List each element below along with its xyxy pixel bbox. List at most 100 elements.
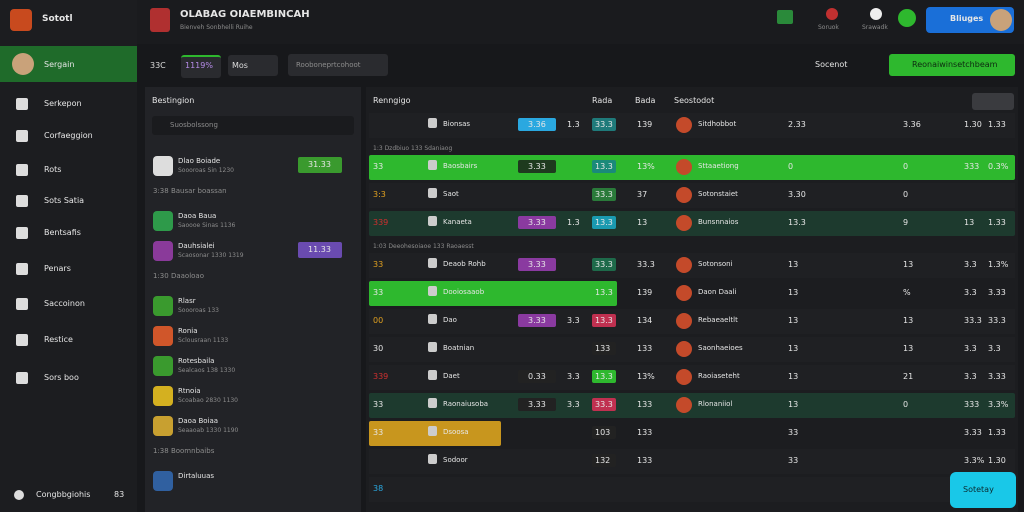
odds-pill[interactable]	[518, 258, 556, 271]
cell-v3: 0	[903, 400, 909, 409]
odds-label[interactable]: 3.33	[528, 316, 546, 325]
item-sub: Scoabao 2830 1130	[178, 397, 238, 404]
cell-lead: 33	[373, 288, 384, 297]
header-subtitle: Bienveh Sonbhelli Ruihe	[180, 24, 253, 31]
cell-team: Daet	[443, 372, 460, 380]
item-name[interactable]: Rlasr	[178, 297, 196, 305]
item-icon	[153, 241, 173, 261]
cell-v2: 0	[788, 162, 794, 171]
cell-v5: 1.33	[988, 428, 1006, 437]
odds-pill[interactable]	[518, 370, 556, 383]
pct-pill[interactable]	[592, 188, 616, 201]
item-name[interactable]: Rotesbaila	[178, 357, 215, 365]
item-name[interactable]: Daoa Boiaa	[178, 417, 219, 425]
filter-tab-label[interactable]: 33C	[150, 61, 166, 70]
odds-pill[interactable]	[518, 160, 556, 173]
cell-lead: 339	[373, 372, 389, 381]
pct-pill[interactable]	[592, 426, 616, 439]
menu-item[interactable]: Serkepon	[44, 99, 82, 108]
filter-tab[interactable]	[181, 55, 221, 78]
primary-button-label: Reonaiwinsetchbeam	[912, 60, 998, 69]
pct-pill[interactable]	[592, 314, 616, 327]
item-icon	[153, 386, 173, 406]
item-sub: Saoooe Sinas 1136	[178, 222, 236, 229]
cell-v2: 33	[788, 428, 799, 437]
footer-badge: 83	[114, 490, 125, 499]
menu-item[interactable]: Penars	[44, 264, 71, 273]
sidebar	[0, 0, 137, 512]
cell-v4: 3.3	[964, 260, 977, 269]
odds-label[interactable]: 3.33	[528, 218, 546, 227]
team-icon	[428, 398, 437, 408]
cell-mid: 1.3	[567, 218, 580, 227]
pct-pill[interactable]	[592, 342, 616, 355]
odds-label[interactable]: 0.33	[528, 372, 546, 381]
help-label: Sotetay	[963, 485, 994, 494]
menu-item[interactable]: Sots Satia	[44, 196, 85, 205]
menu-item[interactable]: Corfaeggion	[44, 131, 93, 140]
cell-v5: 1.33	[988, 120, 1006, 129]
item-odds[interactable]	[298, 242, 342, 258]
cell-team: Dao	[443, 316, 457, 324]
cell-mid: 3.3	[567, 400, 580, 409]
odds-pill[interactable]	[518, 314, 556, 327]
filter-tab[interactable]	[228, 55, 278, 76]
item-sub: Scaosonar 1330 1319	[178, 252, 244, 259]
pct-label: 33.3	[595, 400, 613, 409]
item-name[interactable]: Dauhsialei	[178, 242, 215, 250]
odds-pill[interactable]	[518, 118, 556, 131]
primary-button[interactable]	[889, 54, 1015, 76]
logo	[10, 9, 32, 31]
panel-heading: 1:38 Boomnbaibs	[153, 447, 215, 455]
cell-v3: 3.36	[903, 120, 921, 129]
filter-tab-label[interactable]: 1119%	[185, 61, 213, 70]
row-highlight	[369, 281, 617, 306]
menu-item[interactable]: Rots	[44, 165, 62, 174]
odds-label[interactable]: 3.33	[528, 260, 546, 269]
header-title: OLABAG OIAEMBINCAH	[180, 9, 310, 20]
panel-search[interactable]	[152, 116, 354, 135]
filter-button[interactable]	[972, 93, 1014, 110]
cell-v4: 1.30	[964, 120, 982, 129]
menu-item[interactable]: Saccoinon	[44, 299, 85, 308]
pct-pill[interactable]	[592, 398, 616, 411]
cell-v1: 13	[637, 218, 648, 227]
app-name: Sototl	[42, 14, 73, 24]
item-name[interactable]: Dirtaluuas	[178, 472, 215, 480]
item-name[interactable]: Daoa Baua	[178, 212, 217, 220]
menu-item[interactable]: Bentsafis	[44, 228, 81, 237]
odds-label[interactable]: 3.36	[528, 120, 546, 129]
cell-mid: 3.3	[567, 316, 580, 325]
pct-pill[interactable]	[592, 160, 616, 173]
pct-pill[interactable]	[592, 286, 616, 299]
odds-pill[interactable]	[518, 398, 556, 411]
cell-v4: 333	[964, 400, 980, 409]
right-search[interactable]: Socenot	[815, 60, 848, 69]
item-name[interactable]: Ronia	[178, 327, 198, 335]
odds-pill[interactable]	[518, 216, 556, 229]
odds-label[interactable]: 3.33	[528, 162, 546, 171]
cell-v2: 13	[788, 316, 799, 325]
pct-pill[interactable]	[592, 258, 616, 271]
team2-icon	[676, 313, 692, 329]
action-label[interactable]: Srawadk	[862, 24, 888, 31]
pct-pill[interactable]	[592, 370, 616, 383]
help-button[interactable]	[950, 472, 1016, 508]
cell-team: Bionsas	[443, 120, 471, 128]
item-name[interactable]: Dlao Boiade	[178, 157, 221, 165]
pct-pill[interactable]	[592, 118, 616, 131]
item-name[interactable]: Rtnoia	[178, 387, 201, 395]
cell-v2: 13	[788, 400, 799, 409]
action-label[interactable]: Soruok	[818, 24, 839, 31]
odds-label[interactable]: 3.33	[528, 400, 546, 409]
search-box[interactable]	[288, 54, 388, 76]
menu-item[interactable]: Restice	[44, 335, 73, 344]
item-sub: Sclousraan 1133	[178, 337, 229, 344]
cell-team: Dsoosa	[443, 428, 469, 436]
menu-item[interactable]: Sors boo	[44, 373, 79, 382]
filter-tab-label[interactable]: Mos	[232, 61, 248, 70]
cell-v1: 37	[637, 190, 648, 199]
pct-pill[interactable]	[592, 216, 616, 229]
item-odds[interactable]	[298, 157, 342, 173]
pct-pill[interactable]	[592, 454, 616, 467]
